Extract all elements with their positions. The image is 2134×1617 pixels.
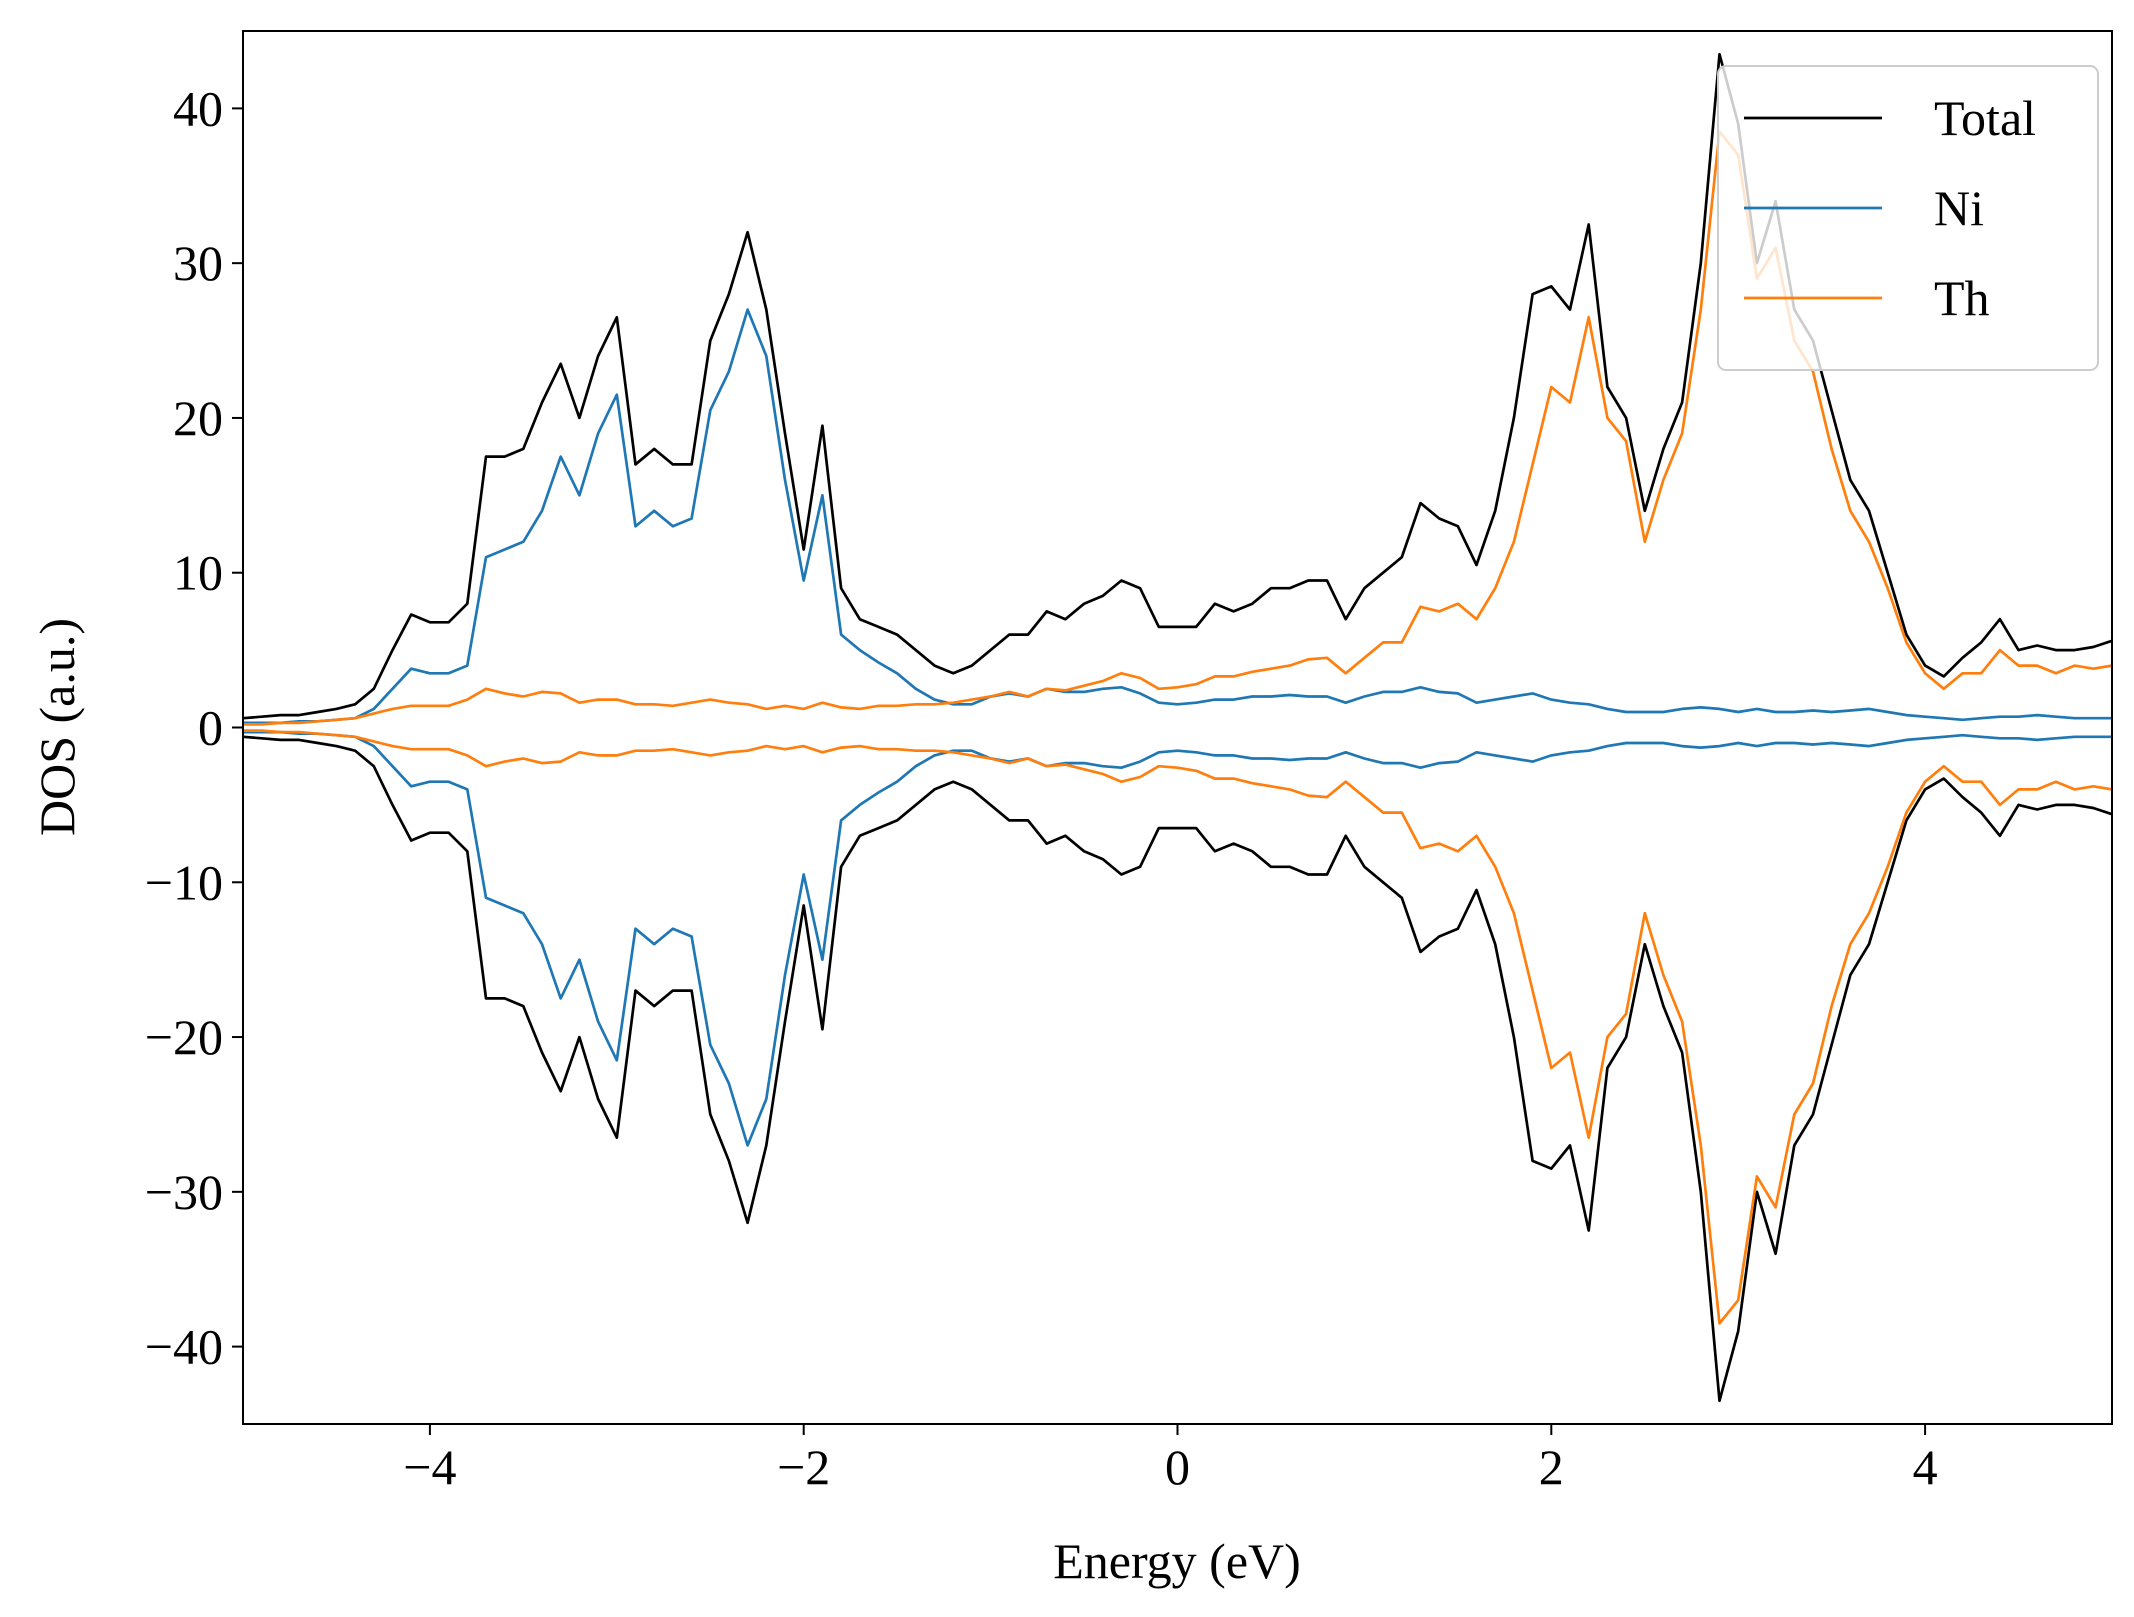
- legend-box: [1717, 65, 2099, 371]
- plot-frame: [242, 30, 2113, 1425]
- series-line: [243, 730, 2112, 1147]
- legend-label: Ni: [1934, 180, 1984, 236]
- x-tick-label: −4: [403, 1439, 456, 1495]
- y-tick-label: −40: [145, 1319, 223, 1375]
- x-tick-label: 4: [1913, 1439, 1938, 1495]
- y-tick-label: 10: [173, 545, 223, 601]
- x-tick-label: −2: [777, 1439, 830, 1495]
- y-tick-label: 0: [198, 700, 223, 756]
- y-tick-label: 40: [173, 80, 223, 136]
- y-tick-label: −20: [145, 1009, 223, 1065]
- series-line: [243, 735, 2112, 1403]
- x-axis-label: Energy (eV): [1053, 1533, 1301, 1589]
- y-tick-label: −10: [145, 854, 223, 910]
- y-axis-label: DOS (a.u.): [29, 618, 85, 836]
- series-line: [243, 308, 2112, 725]
- series-line: [243, 729, 2112, 1325]
- y-tick-label: 20: [173, 390, 223, 446]
- x-tick-label: 0: [1165, 1439, 1190, 1495]
- legend-label: Th: [1934, 270, 1990, 326]
- y-tick-label: −30: [145, 1164, 223, 1220]
- legend-label: Total: [1934, 90, 2036, 146]
- y-tick-label: 30: [173, 235, 223, 291]
- x-tick-label: 2: [1539, 1439, 1564, 1495]
